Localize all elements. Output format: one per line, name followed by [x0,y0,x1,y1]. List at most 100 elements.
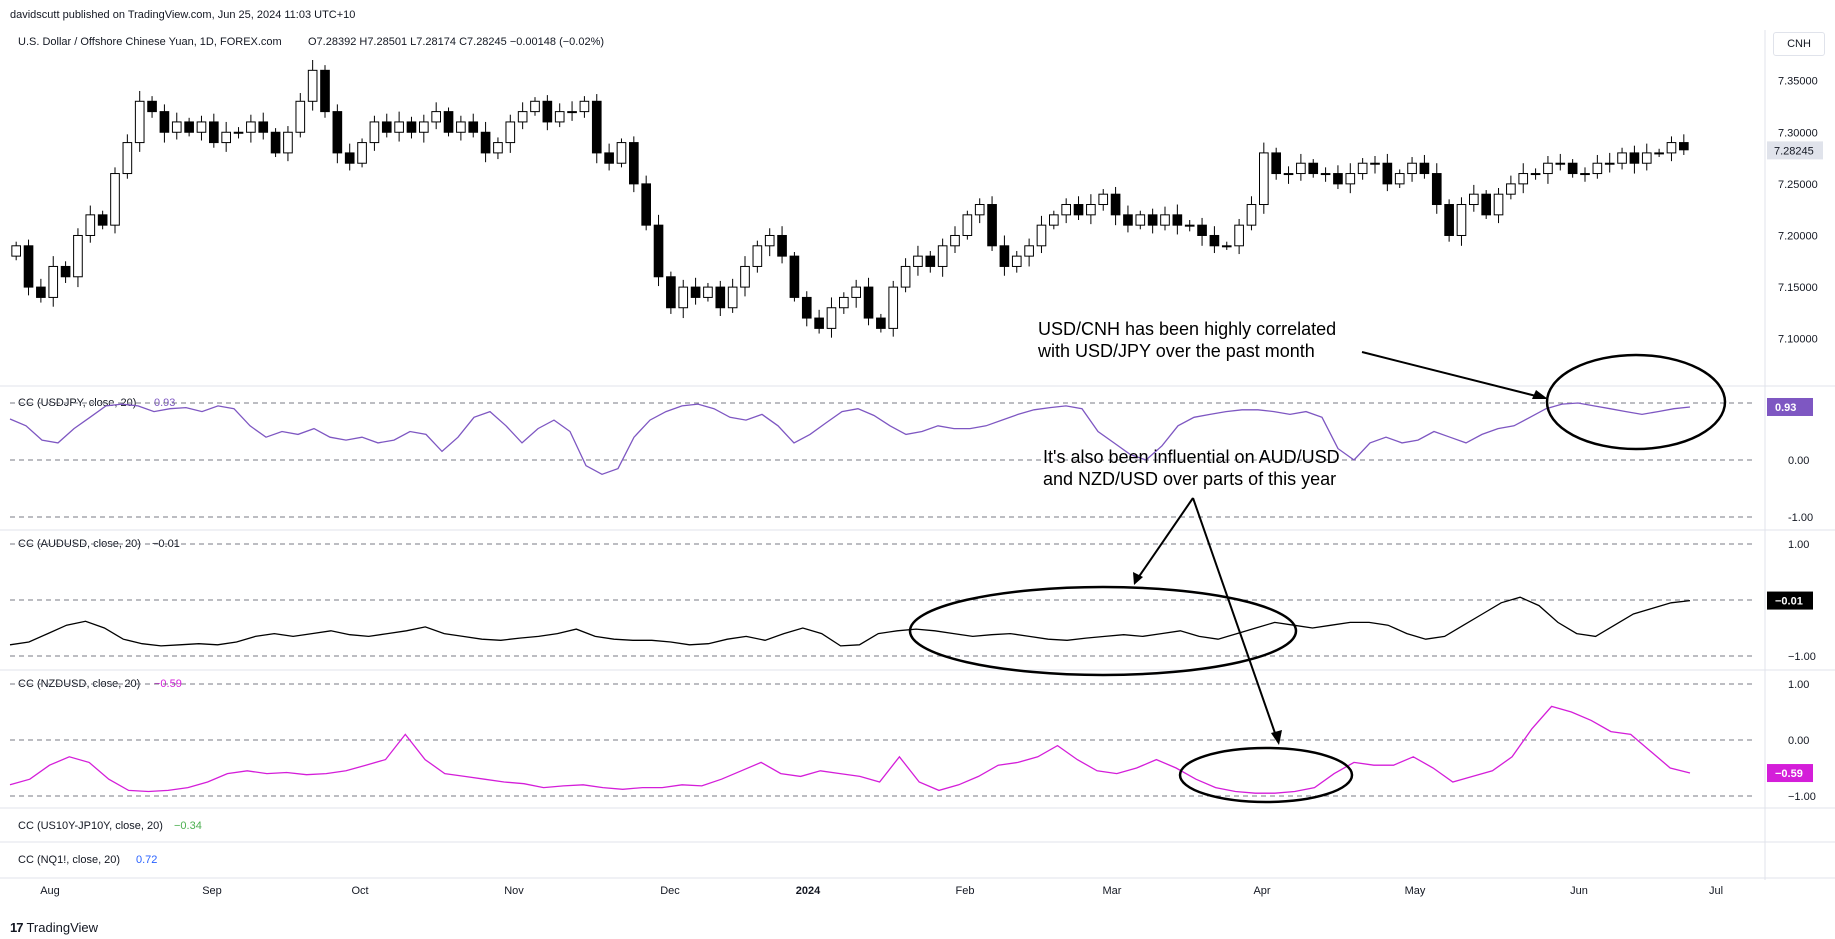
time-tick-label: Nov [504,885,524,897]
symbol-title: U.S. Dollar / Offshore Chinese Yuan, 1D,… [18,36,282,48]
currency-button[interactable]: CNH [1773,32,1825,56]
nq1-title: CC (NQ1!, close, 20) [18,854,120,866]
candle-body [913,255,923,267]
candle-body [1604,162,1615,165]
candle-body [567,111,577,114]
tradingview-logo-icon: 17 [10,920,24,935]
candle-body [1679,142,1689,151]
candle-body [1123,214,1133,226]
published-line: davidscutt published on TradingView.com,… [10,9,355,21]
correlation-line [9,705,1691,794]
price-tick-label: 7.35000 [1778,76,1818,88]
candle-body [1221,245,1232,248]
pane-tick-label: 0.00 [1788,735,1809,747]
candle-body [1641,152,1652,164]
correlation-line [9,596,1691,647]
candle-body [344,152,355,164]
candle-body [1530,173,1541,176]
candle-body [110,173,120,226]
candle-body [1110,193,1121,216]
time-tick-label: Oct [351,885,368,897]
audusd-title: CC (AUDUSD, close, 20) [18,538,141,550]
correlation-line [9,402,1691,476]
value-badge-bg [1767,764,1813,783]
candle-body [1357,162,1368,175]
usdjpy-pane: 0.00 -1.00 0.93 [9,397,1813,524]
tradingview-logo: 17 TradingView [10,920,98,935]
pane-tick-label: −1.00 [1788,651,1816,663]
candle-body [36,286,46,298]
candle-body [1382,162,1393,185]
time-tick-label: Mar [1103,885,1122,897]
price-tick-label: 7.30000 [1778,127,1818,139]
pane-tick-label: 1.00 [1788,539,1809,551]
candle-body [678,286,689,309]
candle-body [1259,152,1269,206]
time-tick-label: Aug [40,885,60,897]
candle-body [171,121,182,133]
pane-tick-label: 0.00 [1788,455,1809,467]
candle-body [1073,204,1084,216]
candle-body [814,317,824,329]
arrow-head [1271,730,1282,745]
candle-body [851,286,862,298]
time-tick-label: Jun [1570,885,1588,897]
candle-body [1654,152,1664,155]
candle-body [394,121,404,133]
annotation-ellipse [908,585,1298,677]
candle-body [629,142,639,185]
candle-body [209,121,219,144]
candle-body [1469,193,1479,206]
candle-body [1345,173,1356,185]
annotation-arrow [1361,351,1541,398]
candle-body [196,121,207,133]
candle-body [974,204,985,216]
candle-body [641,183,652,226]
candle-body [925,255,936,267]
candle-body [431,111,441,123]
candle-body [839,296,849,309]
footer-brand: TradingView [26,920,99,935]
candle-body [888,286,899,329]
candle-body [950,234,960,247]
candle-body [900,265,911,288]
candle-body [1160,214,1170,226]
candle-body [1407,162,1417,175]
candle-body [789,255,800,298]
candle-body [1555,162,1566,165]
candle-body [554,111,565,123]
annotation-audnzd-line2: and NZD/USD over parts of this year [1043,469,1336,489]
time-axis: Aug Sep Oct Nov Dec 2024 Feb Mar Apr May Jun Jul [40,885,1723,897]
candle-body [591,100,602,154]
candle-body [579,100,590,113]
arrow-head [1133,572,1143,585]
value-badge-bg [1767,591,1813,610]
candle-body [863,286,874,319]
candle-body [542,100,553,123]
last-price-badge: 7.28245 [1767,141,1823,160]
annotation-ellipse [1178,746,1354,804]
candle-body [1246,204,1257,226]
time-tick-label: Dec [660,885,680,897]
candle-body [1271,152,1281,175]
candle-body [801,296,812,319]
candle-body [1197,224,1207,236]
candle-body [60,265,71,278]
candle-body [258,121,269,133]
candle-body [419,121,429,133]
candle-body [1147,214,1158,226]
candle-body [332,111,343,154]
candle-body [1419,162,1430,175]
annotation-arrow [1137,497,1194,579]
candle-body [73,234,83,278]
candle-body [456,121,466,133]
candle-body [357,142,367,164]
candle-body [443,111,454,133]
us10y-jp10y-value: −0.34 [174,820,202,832]
value-badge-text: −0.59 [1775,768,1803,780]
candle-body [1617,152,1627,164]
candle-body [1394,173,1405,185]
candle-body [715,286,726,309]
value-badge-bg [1767,397,1813,416]
